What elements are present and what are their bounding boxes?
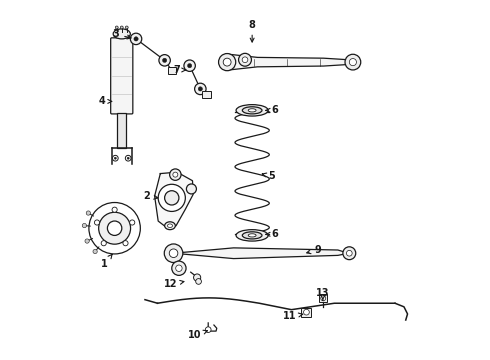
Text: 7: 7 — [173, 65, 186, 75]
Circle shape — [113, 156, 118, 161]
Bar — [117, 113, 126, 148]
Circle shape — [115, 26, 118, 29]
Circle shape — [239, 53, 251, 66]
Text: 13: 13 — [316, 288, 330, 300]
Bar — [202, 91, 211, 98]
Circle shape — [112, 207, 117, 212]
Circle shape — [205, 327, 211, 333]
Bar — [319, 294, 327, 302]
Circle shape — [186, 184, 196, 194]
Circle shape — [101, 240, 106, 246]
Circle shape — [93, 249, 97, 253]
Circle shape — [164, 244, 183, 262]
Circle shape — [346, 250, 352, 256]
Circle shape — [107, 221, 122, 235]
Text: 3: 3 — [113, 29, 131, 39]
Circle shape — [176, 265, 182, 271]
Ellipse shape — [243, 232, 262, 239]
Ellipse shape — [248, 109, 256, 112]
Ellipse shape — [168, 224, 172, 228]
Circle shape — [170, 169, 181, 180]
Circle shape — [134, 37, 138, 41]
Ellipse shape — [113, 29, 130, 39]
Circle shape — [198, 87, 202, 91]
Bar — [301, 307, 312, 317]
Circle shape — [194, 274, 201, 281]
Circle shape — [125, 26, 128, 29]
Text: 1: 1 — [101, 254, 112, 269]
Circle shape — [196, 279, 201, 284]
Ellipse shape — [248, 234, 256, 237]
Circle shape — [219, 54, 236, 71]
Text: 11: 11 — [283, 311, 303, 321]
Ellipse shape — [243, 107, 262, 114]
Text: 10: 10 — [188, 330, 207, 341]
Text: 12: 12 — [164, 279, 184, 289]
Polygon shape — [155, 172, 193, 229]
Text: 5: 5 — [262, 171, 275, 181]
Circle shape — [172, 261, 186, 275]
Text: 8: 8 — [249, 19, 256, 42]
Circle shape — [89, 203, 140, 254]
Ellipse shape — [236, 105, 268, 116]
Circle shape — [123, 240, 128, 246]
Ellipse shape — [165, 222, 175, 230]
Circle shape — [158, 184, 185, 211]
Circle shape — [304, 309, 309, 315]
Circle shape — [165, 191, 179, 205]
Polygon shape — [229, 54, 352, 70]
Circle shape — [125, 156, 131, 161]
FancyBboxPatch shape — [111, 38, 133, 114]
Circle shape — [169, 249, 178, 257]
Circle shape — [82, 224, 87, 228]
Circle shape — [195, 83, 206, 95]
Text: 6: 6 — [266, 105, 278, 115]
Circle shape — [173, 172, 178, 177]
Circle shape — [121, 26, 123, 29]
Circle shape — [223, 58, 231, 66]
Circle shape — [86, 211, 91, 215]
Circle shape — [184, 60, 196, 71]
Circle shape — [163, 58, 167, 63]
Circle shape — [345, 54, 361, 70]
Circle shape — [98, 212, 130, 244]
Text: 2: 2 — [144, 191, 158, 201]
Text: 6: 6 — [266, 229, 278, 239]
Circle shape — [321, 296, 326, 301]
Bar — [168, 67, 176, 74]
Text: 4: 4 — [98, 96, 112, 107]
Circle shape — [349, 59, 356, 66]
Circle shape — [95, 220, 99, 225]
Circle shape — [242, 57, 248, 63]
Circle shape — [127, 157, 129, 159]
Circle shape — [188, 64, 192, 68]
Circle shape — [130, 33, 142, 45]
Polygon shape — [173, 248, 348, 258]
Circle shape — [159, 55, 171, 66]
Circle shape — [130, 220, 135, 225]
Text: 9: 9 — [307, 245, 321, 255]
Circle shape — [343, 247, 356, 260]
Circle shape — [114, 157, 117, 159]
Ellipse shape — [236, 230, 268, 241]
Circle shape — [85, 239, 89, 243]
